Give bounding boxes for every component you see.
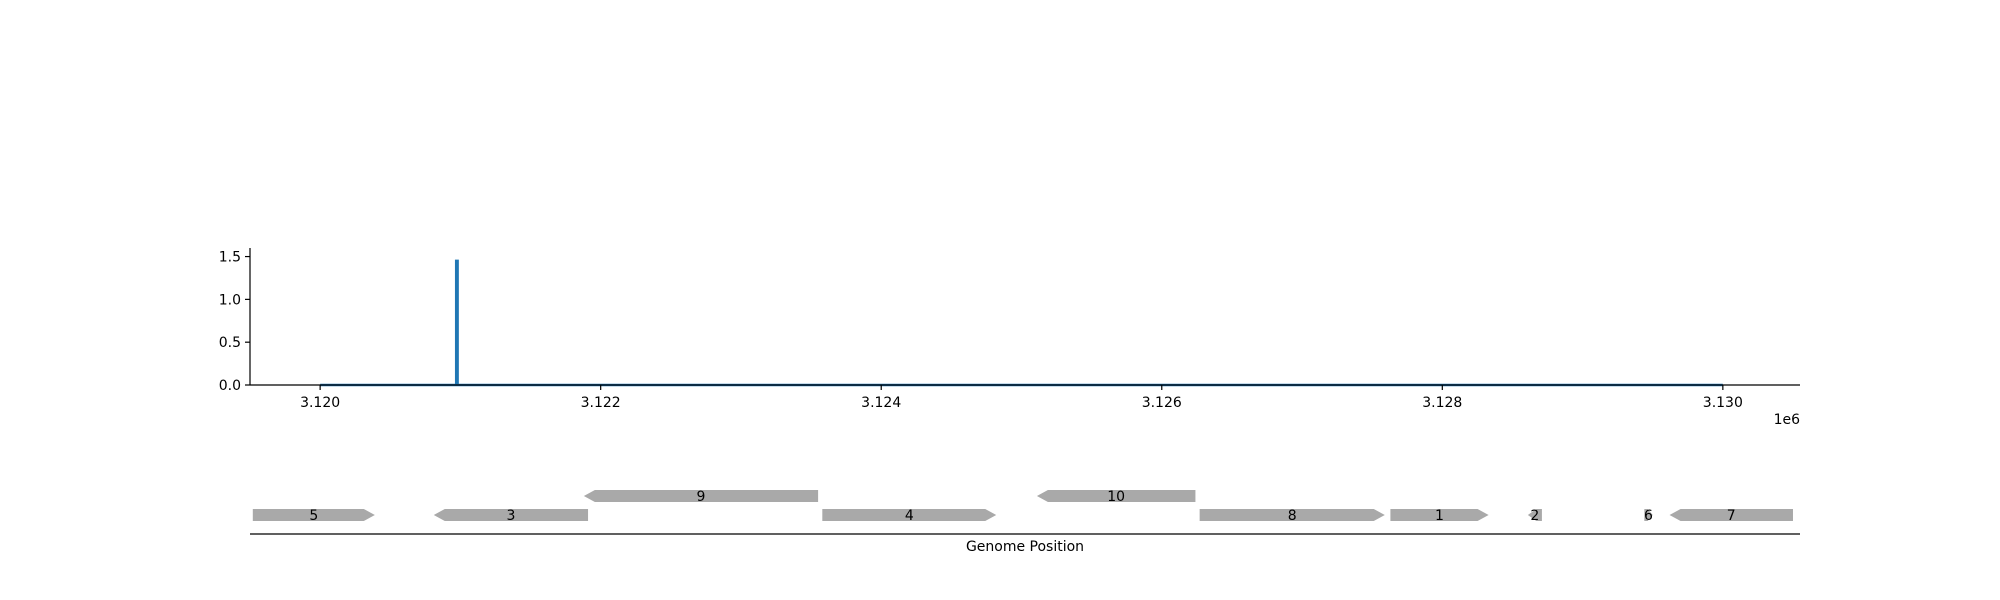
gene-label-2: 2 [1530, 508, 1539, 524]
gene-label-3: 3 [506, 508, 515, 524]
x-axis-ticks: 3.120 3.122 3.124 3.126 3.128 3.130 [300, 385, 1743, 411]
coverage-series [320, 259, 1723, 387]
gene-track: 5 3 9 4 10 8 1 2 6 7 Genome Position [250, 489, 1800, 555]
x-axis-label: Genome Position [966, 539, 1084, 555]
gene-arrow-8 [1199, 509, 1385, 521]
y-tick-label: 0.0 [219, 378, 241, 394]
gene-arrow-6 [1644, 509, 1653, 521]
x-tick-label: 3.128 [1422, 395, 1462, 411]
gene-arrow-9 [583, 490, 819, 502]
gene-label-5: 5 [309, 508, 318, 524]
gene-arrow-1 [1390, 509, 1489, 521]
x-tick-label: 3.124 [861, 395, 901, 411]
x-tick-label: 3.120 [300, 395, 340, 411]
gene-arrow-7 [1669, 509, 1793, 521]
gene-label-7: 7 [1727, 508, 1736, 524]
x-offset-label: 1e6 [1774, 412, 1801, 428]
gene-arrow-2 [1527, 509, 1542, 521]
gene-label-9: 9 [697, 489, 706, 505]
gene-label-4: 4 [905, 508, 914, 524]
y-tick-label: 0.5 [219, 335, 241, 351]
x-tick-label: 3.122 [581, 395, 621, 411]
gene-arrow-10 [1036, 490, 1196, 502]
x-tick-label: 3.130 [1703, 395, 1743, 411]
gene-label-8: 8 [1288, 508, 1297, 524]
gene-label-6: 6 [1644, 508, 1653, 524]
gene-label-10: 10 [1107, 489, 1125, 505]
gene-arrow-4 [822, 509, 997, 521]
gene-label-1: 1 [1435, 508, 1444, 524]
y-axis-ticks: 0.0 0.5 1.0 1.5 [219, 250, 250, 394]
coverage-plot: 3.120 3.122 3.124 3.126 3.128 3.130 0.0 0.5 1.0… [219, 248, 1800, 428]
x-tick-label: 3.126 [1142, 395, 1182, 411]
y-tick-label: 1.5 [219, 250, 241, 266]
gene-arrow-5 [252, 509, 375, 521]
gene-arrows: 5 3 9 4 10 8 1 2 6 7 [252, 489, 1793, 524]
gene-arrow-3 [433, 509, 589, 521]
y-tick-label: 1.0 [219, 292, 241, 308]
coverage-line-0 [320, 259, 1723, 387]
